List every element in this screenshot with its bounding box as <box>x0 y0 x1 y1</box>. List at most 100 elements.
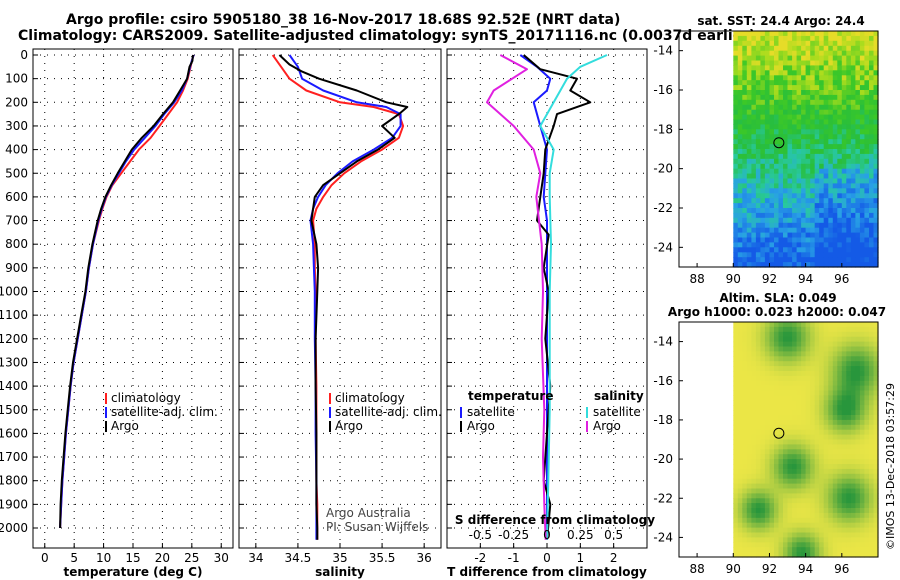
heatmap-cell <box>828 326 834 333</box>
heatmap-cell <box>792 351 798 357</box>
heatmap-cell <box>801 35 807 42</box>
heatmap-cell <box>823 40 829 47</box>
heatmap-cell <box>787 94 793 101</box>
heatmap-cell <box>751 242 757 248</box>
heatmap-cell <box>737 163 743 170</box>
heatmap-cell <box>864 139 870 145</box>
heatmap-cell <box>778 424 784 431</box>
heatmap-cell <box>846 439 852 445</box>
heatmap-cell <box>832 129 838 135</box>
heatmap-cell <box>733 375 739 382</box>
heatmap-cell <box>810 415 816 421</box>
heatmap-cell <box>823 483 829 490</box>
heatmap-cell <box>828 483 834 490</box>
heatmap-cell <box>755 50 761 57</box>
heatmap-cell <box>778 60 784 66</box>
heatmap-cell <box>864 247 870 253</box>
heatmap-cell <box>855 351 861 357</box>
heatmap-cell <box>796 168 802 175</box>
heatmap-cell <box>787 444 793 450</box>
heatmap-cell <box>864 237 870 243</box>
heatmap-cell <box>855 375 861 382</box>
heatmap-cell <box>869 493 875 499</box>
heatmap-cell <box>801 366 807 372</box>
heatmap-cell <box>859 99 865 106</box>
heatmap-cell <box>746 188 752 194</box>
heatmap-cell <box>801 252 807 258</box>
heatmap-cell <box>760 415 766 421</box>
heatmap-cell <box>760 257 766 263</box>
heatmap-cell <box>755 252 761 258</box>
heatmap-cell <box>764 60 770 66</box>
heatmap-cell <box>742 415 748 421</box>
heatmap-cell <box>760 439 766 445</box>
heatmap-cell <box>814 55 820 62</box>
heatmap-cell <box>751 237 757 243</box>
heatmap-cell <box>787 237 793 243</box>
map-x-tick-label: 96 <box>834 272 849 286</box>
heatmap-cell <box>783 522 789 529</box>
heatmap-cell <box>760 139 766 145</box>
heatmap-cell <box>742 517 748 524</box>
heatmap-cell <box>755 45 761 52</box>
heatmap-cell <box>864 168 870 175</box>
heatmap-cell <box>801 163 807 170</box>
heatmap-cell <box>823 522 829 529</box>
map-title-sla: Altim. SLA: 0.049 <box>719 291 836 305</box>
heatmap-cell <box>796 217 802 224</box>
heatmap-cell <box>846 366 852 372</box>
heatmap-cell <box>814 532 820 538</box>
heatmap-cell <box>810 90 816 96</box>
heatmap-cell <box>774 415 780 421</box>
heatmap-cell <box>737 522 743 529</box>
heatmap-cell <box>742 464 748 470</box>
heatmap-cell <box>769 361 775 367</box>
heatmap-cell <box>846 415 852 421</box>
series-line-sal-argo <box>278 54 409 540</box>
heatmap-cell <box>792 444 798 450</box>
heatmap-cell <box>783 139 789 145</box>
heatmap-cell <box>832 203 838 209</box>
heatmap-cell <box>751 153 757 160</box>
heatmap-cell <box>764 473 770 480</box>
heatmap-cell <box>801 488 807 494</box>
heatmap-cell <box>769 366 775 372</box>
heatmap-cell <box>869 188 875 194</box>
heatmap-cell <box>792 326 798 333</box>
heatmap-cell <box>801 410 807 416</box>
heatmap-cell <box>873 99 879 106</box>
heatmap-cell <box>760 124 766 130</box>
heatmap-cell <box>778 94 784 101</box>
heatmap-cell <box>755 35 761 42</box>
heatmap-cell <box>846 449 852 455</box>
heatmap-cell <box>787 527 793 534</box>
heatmap-cell <box>787 405 793 411</box>
heatmap-cell <box>796 35 802 42</box>
heatmap-cell <box>855 390 861 396</box>
heatmap-cell <box>733 351 739 357</box>
heatmap-cell <box>796 371 802 377</box>
heatmap-cell <box>805 449 811 455</box>
heatmap-cell <box>846 434 852 441</box>
heatmap-cell <box>864 400 870 406</box>
heatmap-cell <box>859 366 865 372</box>
heatmap-cell <box>755 547 761 553</box>
heatmap-cell <box>859 183 865 189</box>
heatmap-cell <box>805 208 811 214</box>
heatmap-cell <box>774 94 780 101</box>
heatmap-cell <box>787 390 793 396</box>
heatmap-cell <box>774 90 780 96</box>
heatmap-cell <box>837 85 843 91</box>
heatmap-cell <box>832 55 838 62</box>
heatmap-cell <box>760 94 766 101</box>
heatmap-cell <box>841 375 847 382</box>
heatmap-cell <box>837 139 843 145</box>
heatmap-cell <box>873 527 879 534</box>
heatmap-cell <box>873 124 879 130</box>
heatmap-cell <box>796 532 802 538</box>
heatmap-cell <box>769 40 775 47</box>
heatmap-cell <box>814 119 820 125</box>
heatmap-cell <box>869 222 875 229</box>
heatmap-cell <box>751 361 757 367</box>
heatmap-cell <box>810 424 816 431</box>
